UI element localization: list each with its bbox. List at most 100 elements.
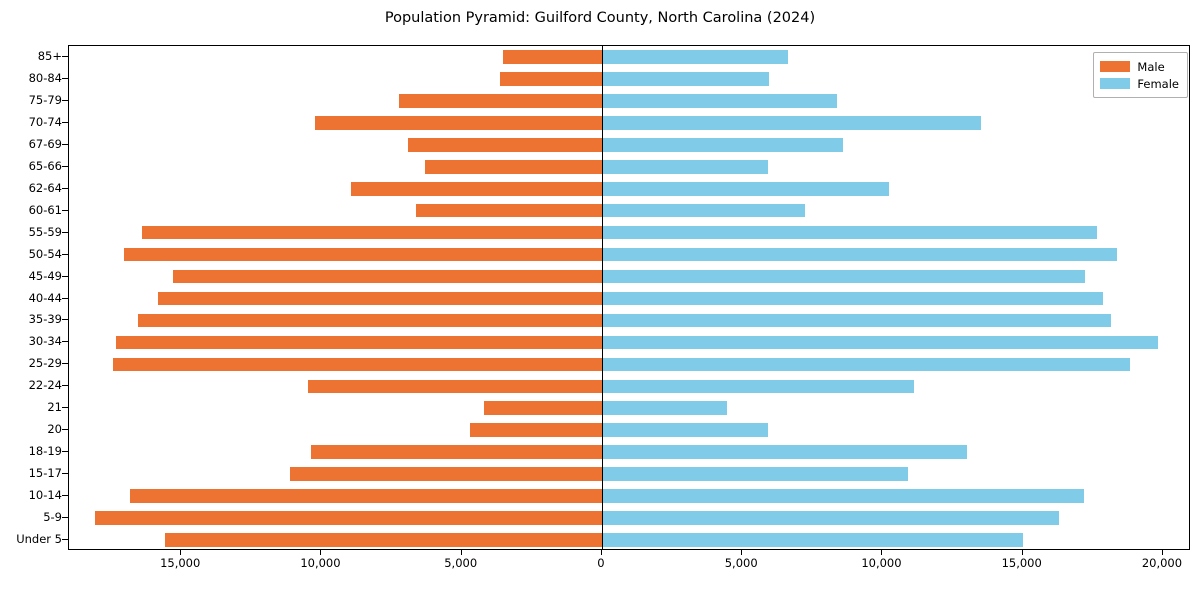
bar-male — [95, 511, 602, 525]
bar-female — [601, 94, 838, 108]
bar-female — [601, 401, 728, 416]
y-axis-tick-label: 50-54 — [28, 246, 62, 261]
bar-female — [601, 181, 889, 196]
x-axis-tick-label: 20,000 — [1141, 556, 1183, 570]
bar-male — [173, 269, 602, 284]
bar-male — [315, 116, 602, 130]
chart-title: Population Pyramid: Guilford County, Nor… — [384, 10, 816, 26]
bar-female — [601, 50, 789, 64]
bar-male — [141, 225, 602, 240]
bar-male — [350, 181, 602, 196]
bar-male — [398, 94, 602, 108]
y-axis-tick-mark — [62, 473, 68, 475]
bar-female — [601, 247, 1117, 262]
bars-layer — [69, 46, 1189, 549]
bar-row — [69, 94, 1189, 108]
y-axis-tick-label: 18-19 — [28, 444, 62, 459]
bar-row — [69, 313, 1189, 328]
bar-row — [69, 269, 1189, 284]
legend-label: Male — [1137, 59, 1165, 74]
y-axis-tick-mark — [62, 451, 68, 453]
bar-female — [601, 72, 769, 86]
bar-male — [157, 291, 602, 306]
bar-female — [601, 335, 1158, 350]
x-axis-tick-mark — [741, 550, 743, 555]
x-axis-tick-mark — [320, 550, 322, 555]
y-axis-tick-mark — [62, 187, 68, 189]
y-axis-tick-mark — [62, 143, 68, 145]
x-axis-tick-label: 5,000 — [444, 556, 478, 570]
bar-female — [601, 489, 1084, 503]
x-axis-tick-mark — [881, 550, 883, 555]
bar-row — [69, 291, 1189, 306]
bar-female — [601, 291, 1104, 306]
bar-row — [69, 50, 1189, 64]
bar-row — [69, 159, 1189, 174]
bar-female — [601, 225, 1098, 240]
x-axis-tick-mark — [1161, 550, 1163, 555]
y-axis-tick-label: 85+ — [37, 48, 62, 63]
y-axis-tick-label: 10-14 — [28, 488, 62, 503]
bar-female — [601, 269, 1085, 284]
bar-male — [311, 445, 602, 459]
x-axis-tick-label: 0 — [597, 556, 605, 570]
y-axis-tick-mark — [62, 55, 68, 57]
bar-male — [408, 137, 602, 152]
y-axis-tick-label: 20 — [47, 422, 62, 437]
y-axis-tick-label: 22-24 — [28, 378, 62, 393]
bar-male — [116, 335, 602, 350]
bar-row — [69, 335, 1189, 350]
bar-row — [69, 181, 1189, 196]
bar-row — [69, 423, 1189, 438]
bar-male — [124, 247, 602, 262]
bar-male — [164, 533, 602, 547]
bar-row — [69, 467, 1189, 481]
y-axis-tick-mark — [62, 341, 68, 343]
legend-swatch-icon — [1100, 61, 1131, 72]
x-axis-tick-label: 15,000 — [160, 556, 201, 570]
bar-row — [69, 445, 1189, 459]
y-axis-tick-mark — [62, 231, 68, 233]
y-axis-tick-label: 75-79 — [28, 92, 62, 107]
bar-row — [69, 379, 1189, 394]
y-axis-tick-label: 25-29 — [28, 356, 62, 371]
y-axis-tick-label: 35-39 — [28, 312, 62, 327]
bar-row — [69, 401, 1189, 416]
y-axis-tick-mark — [62, 275, 68, 277]
bar-male — [424, 159, 602, 174]
y-axis-tick-label: 80-84 — [28, 70, 62, 85]
x-axis-tick-label: 10,000 — [861, 556, 902, 570]
y-axis-tick-labels: 85+ 80-84 75-79 70-74 67-69 65-66 62-64 60-61 55… — [0, 45, 62, 550]
zero-axis-line — [601, 46, 603, 549]
y-axis-tick-label: 21 — [47, 400, 62, 415]
y-axis-tick-label: 30-34 — [28, 334, 62, 349]
x-axis-tick-mark — [460, 550, 462, 555]
x-axis-tick-label: 15,000 — [1001, 556, 1042, 570]
bar-female — [601, 137, 843, 152]
y-axis-tick-label: 60-61 — [28, 202, 62, 217]
y-axis-tick-label: 70-74 — [28, 114, 62, 129]
y-axis-tick-label: 67-69 — [28, 136, 62, 151]
chart-legend: Male Female — [1093, 52, 1188, 98]
y-axis-tick-mark — [62, 517, 68, 519]
legend-entry: Male — [1100, 58, 1179, 75]
bar-male — [502, 50, 602, 64]
bar-male — [469, 423, 602, 438]
y-axis-tick-marks — [62, 45, 68, 550]
bar-female — [601, 511, 1060, 525]
y-axis-tick-mark — [62, 253, 68, 255]
y-axis-tick-mark — [62, 121, 68, 123]
y-axis-tick-mark — [62, 495, 68, 497]
x-axis-tick-marks — [68, 550, 1190, 555]
bar-female — [601, 203, 806, 218]
y-axis-tick-mark — [62, 297, 68, 299]
y-axis-tick-mark — [62, 209, 68, 211]
bar-female — [601, 533, 1023, 547]
x-axis-tick-labels: 15,000 10,000 5,000 0 5,000 10,000 15,000 20,00… — [68, 556, 1190, 576]
y-axis-tick-mark — [62, 99, 68, 101]
x-axis-tick-label: 5,000 — [724, 556, 758, 570]
y-axis-tick-label: 40-44 — [28, 290, 62, 305]
y-axis-tick-mark — [62, 77, 68, 79]
y-axis-tick-label: 65-66 — [28, 158, 62, 173]
